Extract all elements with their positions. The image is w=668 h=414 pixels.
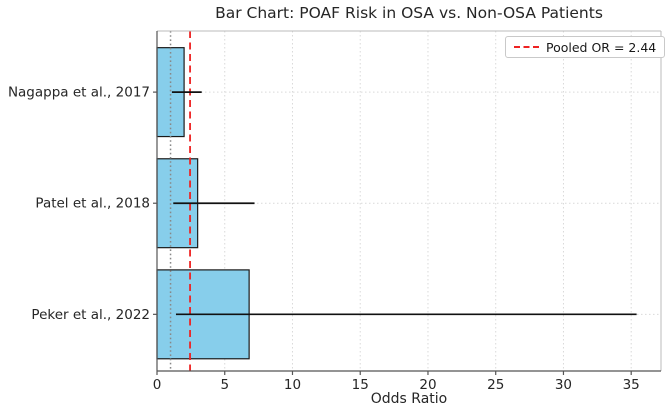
legend[interactable]: Pooled OR = 2.44 <box>505 36 666 58</box>
chart-title: Bar Chart: POAF Risk in OSA vs. Non-OSA … <box>215 4 603 22</box>
x-tick-label-25: 25 <box>487 377 504 393</box>
x-tick-label-30: 30 <box>555 377 572 393</box>
dashed-line-icon <box>514 46 539 48</box>
x-tick-label-15: 15 <box>352 377 369 393</box>
y-tick-label-nagappa-et-al-2017: Nagappa et al., 2017 <box>8 85 150 101</box>
y-tick-label-patel-et-al-2018: Patel et al., 2018 <box>35 196 150 212</box>
x-tick-label-20: 20 <box>419 377 436 393</box>
x-tick-label-0: 0 <box>153 377 162 393</box>
y-tick-label-peker-et-al-2022: Peker et al., 2022 <box>31 307 150 323</box>
x-tick-label-5: 5 <box>220 377 229 393</box>
x-axis-label: Odds Ratio <box>370 391 448 407</box>
legend-label: Pooled OR = 2.44 <box>546 39 657 55</box>
x-tick-label-35: 35 <box>623 377 640 393</box>
x-tick-label-10: 10 <box>284 377 301 393</box>
